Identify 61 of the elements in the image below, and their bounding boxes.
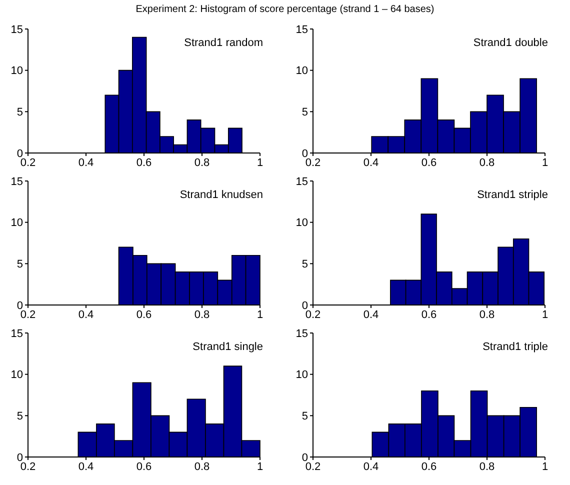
y-tick-label: 15 — [10, 176, 23, 188]
y-tick-label: 15 — [296, 24, 308, 36]
x-tick-label: 0.4 — [363, 460, 379, 473]
y-tick-label: 5 — [302, 410, 308, 423]
x-tick-label: 0.8 — [479, 308, 495, 321]
y-tick-label: 15 — [296, 328, 308, 340]
y-tick-label: 0 — [16, 452, 23, 464]
y-tick-label: 5 — [302, 106, 308, 119]
y-tick-label: 10 — [10, 65, 23, 78]
x-tick-label: 1 — [256, 460, 264, 473]
x-tick-label: 0.4 — [363, 308, 379, 321]
x-tick-label: 1 — [542, 156, 548, 169]
y-tick-label: 0 — [302, 148, 308, 160]
x-tick-label: 0.6 — [136, 460, 152, 473]
x-tick-label: 0.2 — [20, 308, 36, 321]
y-tick-label: 5 — [16, 106, 23, 119]
y-tick-label: 10 — [296, 369, 308, 382]
x-tick-label: 0.2 — [305, 308, 321, 321]
y-tick-label: 0 — [16, 148, 23, 160]
annotation: Strand1 double — [473, 37, 548, 49]
y-tick-label: 15 — [296, 176, 308, 188]
x-tick-label: 0.4 — [78, 308, 94, 321]
x-tick-label: 0.4 — [78, 156, 94, 169]
annotation: Strand1 triple — [482, 341, 548, 353]
y-tick-label: 5 — [16, 410, 23, 423]
x-tick-label: 0.2 — [20, 156, 36, 169]
y-tick-label: 0 — [302, 452, 308, 464]
annotation: Strand1 striple — [477, 189, 548, 201]
x-tick-label: 0.8 — [479, 460, 495, 473]
y-tick-label: 5 — [302, 258, 308, 271]
x-tick-label: 0.8 — [479, 156, 495, 169]
annotation: Strand1 random — [184, 37, 263, 49]
x-tick-label: 1 — [256, 156, 264, 169]
x-tick-label: 1 — [542, 460, 548, 473]
x-tick-label: 0.8 — [194, 156, 210, 169]
x-tick-label: 0.8 — [194, 308, 210, 321]
y-tick-label: 15 — [10, 328, 23, 340]
x-tick-label: 0.6 — [421, 156, 437, 169]
y-tick-label: 10 — [296, 65, 308, 78]
annotation: Strand1 single — [192, 341, 263, 353]
x-tick-label: 0.2 — [305, 460, 321, 473]
y-tick-label: 5 — [16, 258, 23, 271]
x-tick-label: 0.6 — [136, 156, 152, 169]
y-tick-label: 0 — [302, 300, 308, 312]
x-tick-label: 0.6 — [421, 460, 437, 473]
x-tick-label: 0.4 — [78, 460, 94, 473]
y-tick-label: 10 — [10, 369, 23, 382]
x-tick-label: 1 — [542, 308, 548, 321]
y-tick-label: 10 — [10, 217, 23, 230]
x-tick-label: 1 — [256, 308, 264, 321]
x-tick-label: 0.2 — [305, 156, 321, 169]
x-tick-label: 0.4 — [363, 156, 379, 169]
text: Experiment 2: Histogram of score percentage (strand 1 – 64 bases) — [134, 3, 436, 17]
x-tick-label: 0.6 — [421, 308, 437, 321]
y-tick-label: 0 — [16, 300, 23, 312]
annotation: Strand1 knudsen — [180, 189, 263, 201]
x-tick-label: 0.6 — [136, 308, 152, 321]
x-tick-label: 0.2 — [20, 460, 36, 473]
y-tick-label: 10 — [296, 217, 308, 230]
y-tick-label: 15 — [10, 24, 23, 36]
x-tick-label: 0.8 — [194, 460, 210, 473]
